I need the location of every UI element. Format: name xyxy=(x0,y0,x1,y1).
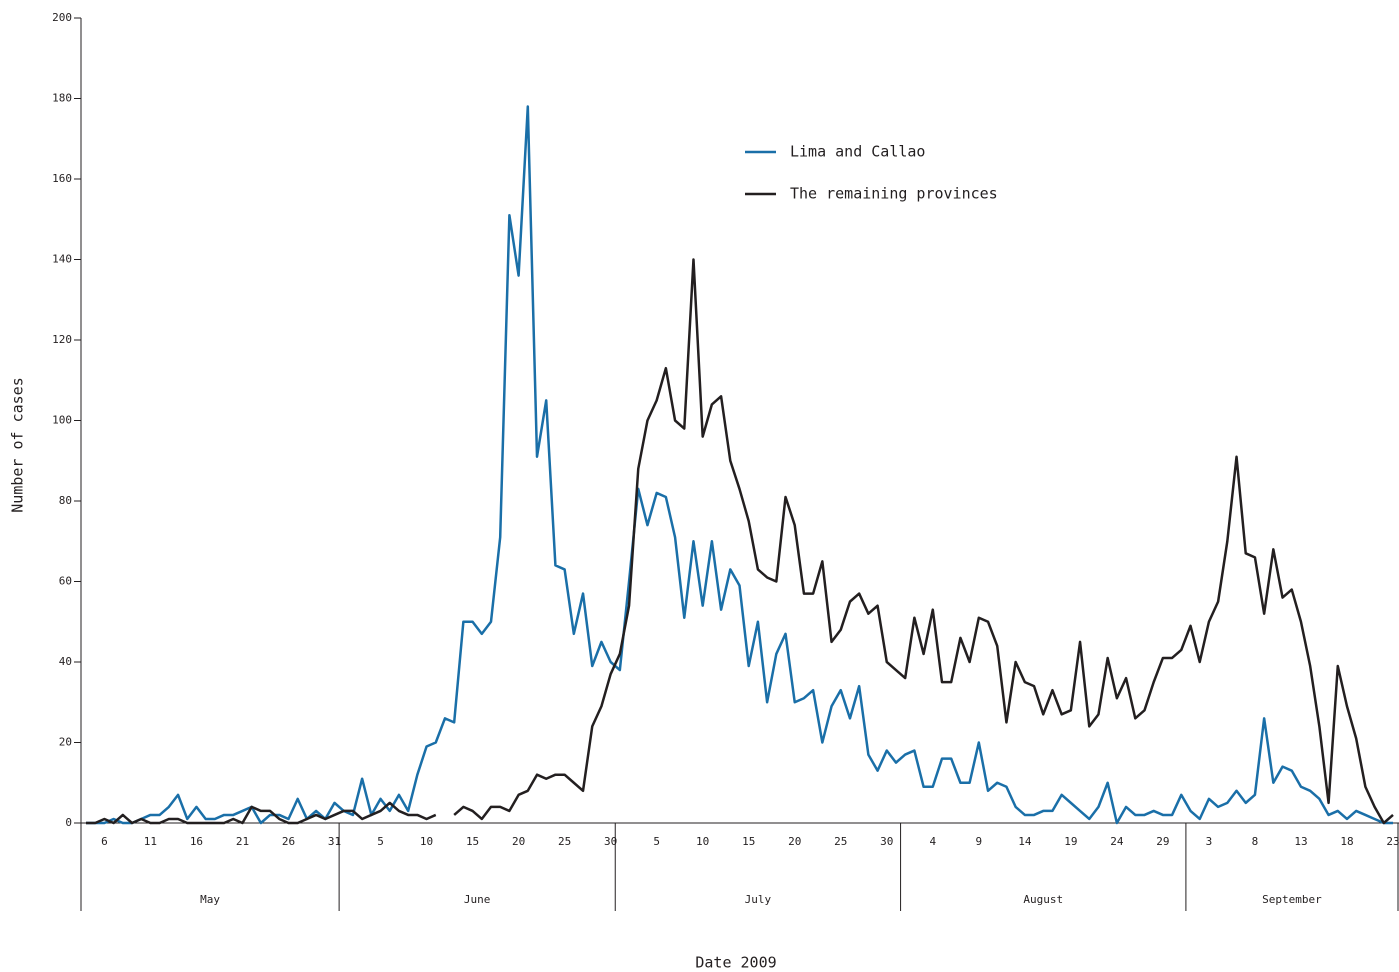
y-tick-label: 140 xyxy=(52,253,72,266)
x-tick-label: 9 xyxy=(975,835,982,848)
legend-label: The remaining provinces xyxy=(790,185,998,203)
x-tick-label: 20 xyxy=(788,835,801,848)
x-tick-label: 30 xyxy=(604,835,617,848)
x-tick-label: 3 xyxy=(1206,835,1213,848)
x-tick-label: 6 xyxy=(101,835,108,848)
series-line xyxy=(453,258,1394,825)
month-label: August xyxy=(1023,893,1063,906)
x-tick-label: 21 xyxy=(236,835,249,848)
x-tick-label: 18 xyxy=(1340,835,1353,848)
y-tick-label: 60 xyxy=(59,575,72,588)
month-label: September xyxy=(1262,893,1322,906)
x-tick-label: 15 xyxy=(742,835,755,848)
legend-label: Lima and Callao xyxy=(790,143,925,161)
series-line xyxy=(86,105,1393,825)
x-tick-label: 30 xyxy=(880,835,893,848)
x-tick-label: 10 xyxy=(696,835,709,848)
y-tick-label: 120 xyxy=(52,333,72,346)
month-label: July xyxy=(745,893,772,906)
x-tick-label: 15 xyxy=(466,835,479,848)
y-tick-label: 160 xyxy=(52,172,72,185)
x-tick-label: 20 xyxy=(512,835,525,848)
x-tick-label: 25 xyxy=(558,835,571,848)
y-tick-label: 180 xyxy=(52,92,72,105)
month-label: June xyxy=(464,893,491,906)
x-tick-label: 8 xyxy=(1252,835,1259,848)
x-tick-label: 29 xyxy=(1156,835,1169,848)
y-tick-label: 100 xyxy=(52,414,72,427)
month-label: May xyxy=(200,893,220,906)
series-line xyxy=(86,801,437,825)
x-tick-label: 5 xyxy=(377,835,384,848)
y-axis-title: Number of cases xyxy=(9,377,27,512)
x-tick-label: 11 xyxy=(144,835,157,848)
x-tick-label: 23 xyxy=(1386,835,1399,848)
x-tick-label: 5 xyxy=(653,835,660,848)
x-axis-title: Date 2009 xyxy=(695,954,776,972)
y-tick-label: 200 xyxy=(52,11,72,24)
y-tick-label: 80 xyxy=(59,494,72,507)
x-tick-label: 31 xyxy=(328,835,341,848)
x-tick-label: 13 xyxy=(1294,835,1307,848)
y-tick-label: 20 xyxy=(59,736,72,749)
x-tick-label: 10 xyxy=(420,835,433,848)
x-tick-label: 14 xyxy=(1018,835,1032,848)
x-tick-label: 19 xyxy=(1064,835,1077,848)
y-tick-label: 0 xyxy=(65,816,72,829)
y-tick-label: 40 xyxy=(59,655,72,668)
x-tick-label: 26 xyxy=(282,835,295,848)
x-tick-label: 24 xyxy=(1110,835,1124,848)
x-tick-label: 16 xyxy=(190,835,203,848)
x-tick-label: 4 xyxy=(929,835,936,848)
x-tick-label: 25 xyxy=(834,835,847,848)
